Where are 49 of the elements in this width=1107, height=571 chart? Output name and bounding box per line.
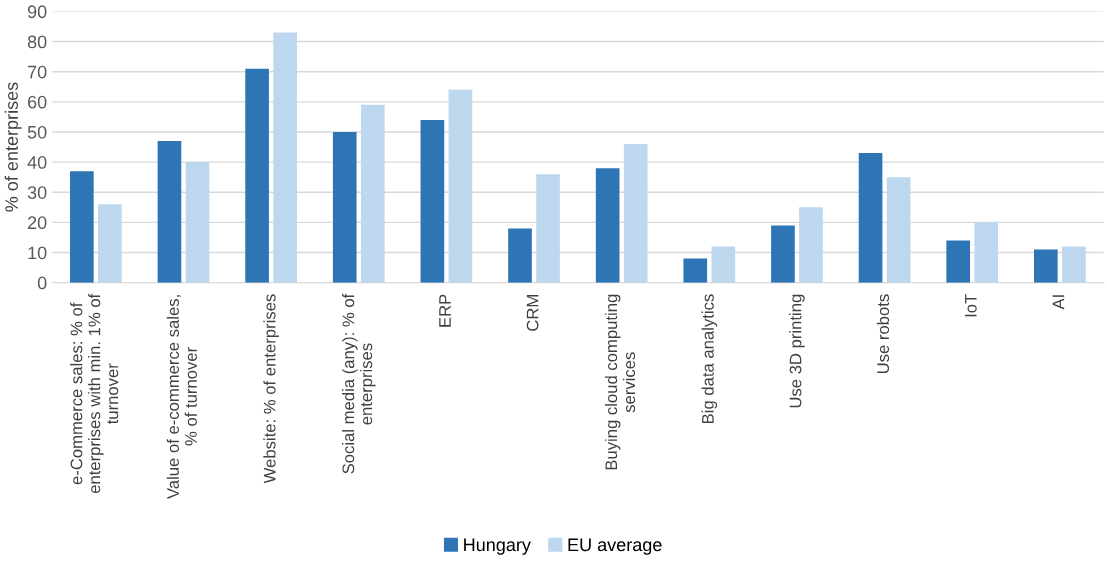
bar bbox=[508, 228, 532, 283]
y-tick-label: 70 bbox=[28, 65, 47, 79]
bar bbox=[448, 89, 473, 283]
bar bbox=[185, 162, 210, 283]
bar bbox=[360, 104, 385, 283]
bar bbox=[974, 222, 999, 283]
bar bbox=[946, 240, 971, 283]
y-tick-label: 20 bbox=[28, 216, 47, 230]
bar bbox=[711, 246, 736, 283]
y-tick-label: 60 bbox=[28, 95, 47, 109]
x-tick-label: Social media (any): % of enterprises bbox=[342, 293, 376, 474]
bar bbox=[332, 131, 357, 283]
bar bbox=[420, 119, 445, 283]
bar bbox=[245, 68, 269, 283]
bar bbox=[623, 144, 648, 283]
x-tick-label: Buying cloud computing services bbox=[604, 294, 636, 470]
bar bbox=[1062, 246, 1086, 283]
bar bbox=[157, 141, 182, 283]
bar bbox=[771, 225, 795, 283]
bar bbox=[1034, 249, 1058, 283]
bar bbox=[98, 204, 122, 283]
bar bbox=[536, 174, 560, 283]
x-tick-label: Use robots bbox=[876, 294, 890, 374]
bar bbox=[683, 258, 708, 283]
x-tick-label: AI bbox=[1052, 295, 1065, 310]
legend-label: EU average bbox=[568, 538, 662, 555]
y-axis-title: % of enterprises bbox=[4, 82, 22, 212]
bar bbox=[595, 168, 620, 283]
x-tick-label: CRM bbox=[526, 295, 539, 331]
bar bbox=[858, 153, 883, 283]
x-tick-label: Big data analytics bbox=[701, 294, 718, 424]
x-tick-label: e-Commerce sales: % of enterprises with min. 1% of turnover bbox=[70, 293, 119, 494]
y-tick-label: 50 bbox=[27, 125, 47, 139]
y-tick-label: 30 bbox=[27, 186, 47, 199]
y-tick-label: 80 bbox=[27, 35, 47, 49]
y-tick-label: 90 bbox=[27, 5, 47, 19]
bar bbox=[886, 177, 911, 283]
legend-label: Hungary bbox=[464, 538, 531, 555]
x-tick-label: ERP bbox=[439, 294, 451, 327]
bar bbox=[273, 32, 297, 283]
x-tick-label: IoT bbox=[965, 294, 977, 317]
bar bbox=[799, 207, 823, 283]
y-tick-label: 0 bbox=[37, 276, 47, 290]
y-tick-label: 10 bbox=[28, 246, 47, 260]
y-tick-label: 40 bbox=[27, 156, 47, 169]
bar bbox=[69, 171, 94, 283]
x-tick-label: Use 3D printing bbox=[789, 294, 805, 408]
x-tick-label: Value of e-commerce sales, % of turnover bbox=[166, 295, 197, 500]
x-tick-label: Website: % of enterprises bbox=[263, 294, 279, 484]
